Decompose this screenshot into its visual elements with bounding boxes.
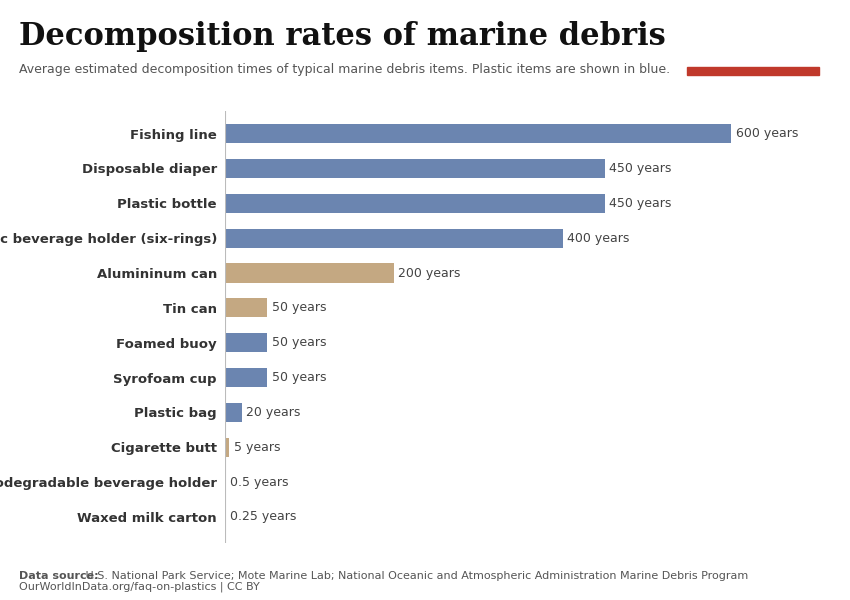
Text: in Data: in Data: [728, 44, 778, 58]
Text: 20 years: 20 years: [246, 406, 301, 419]
Text: Data source:: Data source:: [19, 571, 99, 581]
Text: 400 years: 400 years: [567, 232, 629, 245]
Text: 5 years: 5 years: [234, 440, 280, 454]
Text: 200 years: 200 years: [398, 266, 461, 280]
Text: 0.5 years: 0.5 years: [230, 476, 288, 488]
Text: OurWorldInData.org/faq-on-plastics | CC BY: OurWorldInData.org/faq-on-plastics | CC …: [19, 582, 259, 593]
Text: U.S. National Park Service; Mote Marine Lab; National Oceanic and Atmospheric Ad: U.S. National Park Service; Mote Marine …: [82, 571, 749, 581]
Bar: [225, 403, 242, 422]
Text: 450 years: 450 years: [609, 162, 672, 175]
Bar: [225, 437, 230, 457]
Text: 0.25 years: 0.25 years: [230, 511, 296, 523]
Text: Our World: Our World: [717, 25, 788, 37]
Text: 600 years: 600 years: [735, 127, 798, 140]
Bar: [225, 263, 394, 283]
Text: Decomposition rates of marine debris: Decomposition rates of marine debris: [19, 21, 666, 52]
Bar: [225, 194, 605, 213]
Bar: [225, 333, 268, 352]
Text: 450 years: 450 years: [609, 197, 672, 210]
Text: 50 years: 50 years: [272, 301, 326, 314]
Bar: [225, 124, 731, 143]
Text: Average estimated decomposition times of typical marine debris items. Plastic it: Average estimated decomposition times of…: [19, 63, 670, 76]
Text: 50 years: 50 years: [272, 371, 326, 384]
Bar: [225, 368, 268, 387]
Bar: [225, 298, 268, 317]
Bar: [687, 67, 819, 75]
Bar: [225, 159, 605, 178]
Text: 50 years: 50 years: [272, 336, 326, 349]
Bar: [225, 229, 563, 248]
